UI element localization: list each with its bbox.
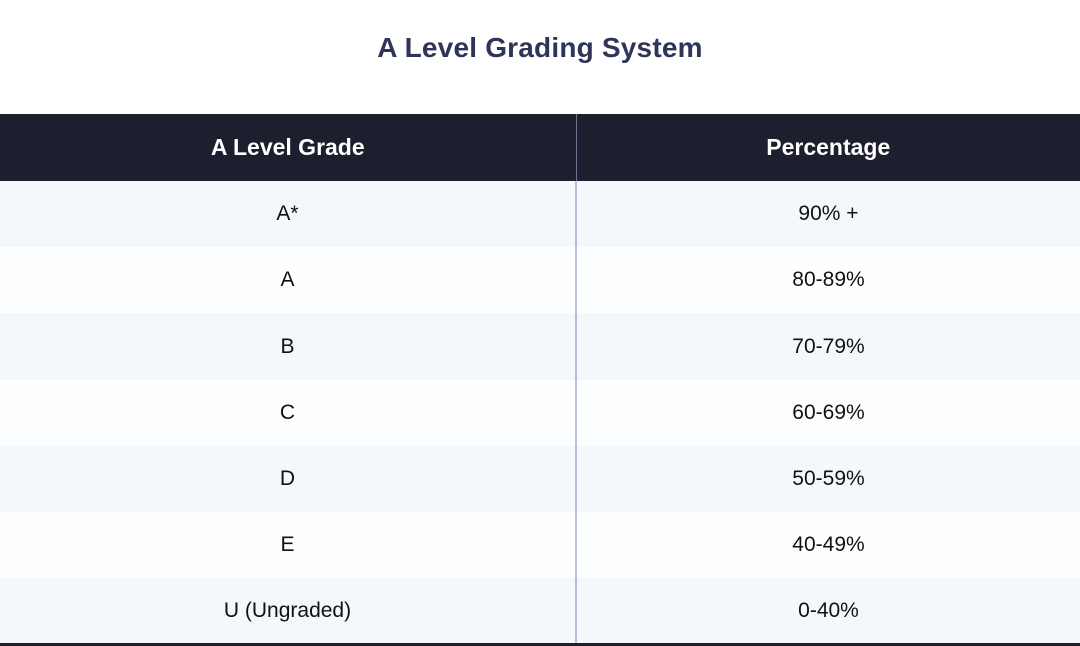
table-row: C 60-69%	[0, 379, 1080, 446]
table-row: B 70-79%	[0, 313, 1080, 380]
table-row: E 40-49%	[0, 512, 1080, 579]
table-row: A* 90% +	[0, 181, 1080, 248]
page-title: A Level Grading System	[377, 32, 703, 63]
percentage-cell: 0-40%	[576, 578, 1080, 646]
column-header-grade: A Level Grade	[0, 114, 577, 181]
grade-cell: D	[0, 445, 577, 513]
grade-cell: U (Ungraded)	[0, 578, 577, 646]
percentage-cell: 70-79%	[792, 334, 865, 358]
grade-cell: A*	[0, 181, 577, 248]
table-body: A* 90% + A 80-89% B 70-79% C 60-69% D 50…	[0, 181, 1080, 646]
percentage-cell: 60-69%	[792, 400, 865, 424]
table-header-row: A Level Grade Percentage	[0, 114, 1080, 181]
grade-cell: B	[0, 313, 577, 380]
percentage-cell: 50-59%	[792, 466, 865, 490]
table-row: D 50-59%	[0, 445, 1080, 513]
grade-cell: A	[0, 247, 577, 314]
column-header-percentage: Percentage	[766, 134, 891, 160]
table-header: A Level Grade Percentage	[0, 114, 1080, 181]
percentage-cell: 80-89%	[792, 268, 865, 292]
percentage-cell: 40-49%	[792, 533, 865, 557]
table-row: U (Ungraded) 0-40%	[0, 578, 1080, 646]
grade-cell: E	[0, 512, 577, 579]
grading-table: A Level Grade Percentage A* 90% + A 80-8…	[0, 114, 1080, 646]
table-row: A 80-89%	[0, 247, 1080, 314]
grade-cell: C	[0, 379, 577, 446]
percentage-cell: 90% +	[798, 202, 859, 226]
